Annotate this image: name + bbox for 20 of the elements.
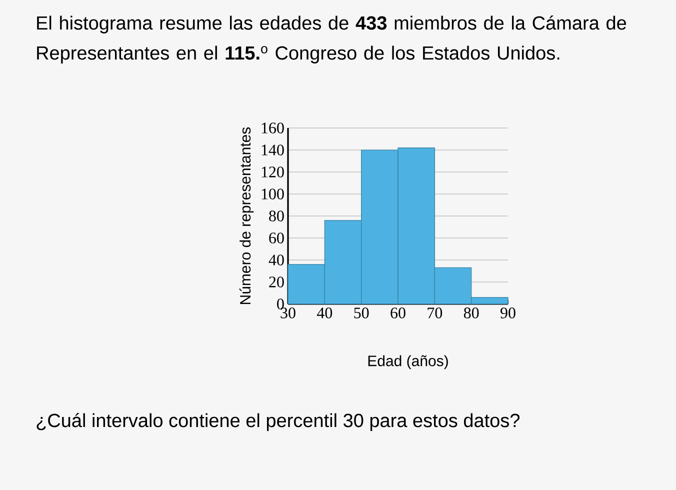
y-tick-label: 40 bbox=[268, 254, 284, 266]
y-axis-title: Número de representantes bbox=[239, 127, 254, 304]
chart-title: El histograma resume las edades de 433 miembros de la Cámara de Representantes en el 115.$^{o}$ Congreso de los Estados Unidos. bbox=[37, 16, 626, 64]
y-tick-label: 60 bbox=[269, 232, 284, 244]
x-tick-label: 90 bbox=[500, 308, 516, 318]
x-tick-label: 30 bbox=[280, 308, 296, 318]
y-tick-label: 0 bbox=[277, 298, 284, 310]
x-tick-label: 70 bbox=[428, 308, 442, 318]
y-tick-label: 140 bbox=[262, 144, 284, 156]
text: ¿Cuál intervalo contiene el percentil 30 para estos datos? bbox=[36, 413, 520, 431]
y-tick-label: 20 bbox=[269, 276, 284, 288]
y-tick-label: 100 bbox=[262, 188, 284, 200]
y-tick-label: 120 bbox=[262, 166, 284, 178]
x-tick-label: 40 bbox=[316, 308, 332, 318]
x-tick-label: 60 bbox=[390, 308, 406, 318]
y-tick-label: 80 bbox=[269, 210, 284, 222]
x-axis-title: Edad (años) bbox=[368, 355, 448, 370]
x-tick-label: 50 bbox=[354, 308, 369, 318]
x-tick-label: 80 bbox=[464, 308, 479, 318]
y-tick-label: 160 bbox=[262, 122, 284, 134]
